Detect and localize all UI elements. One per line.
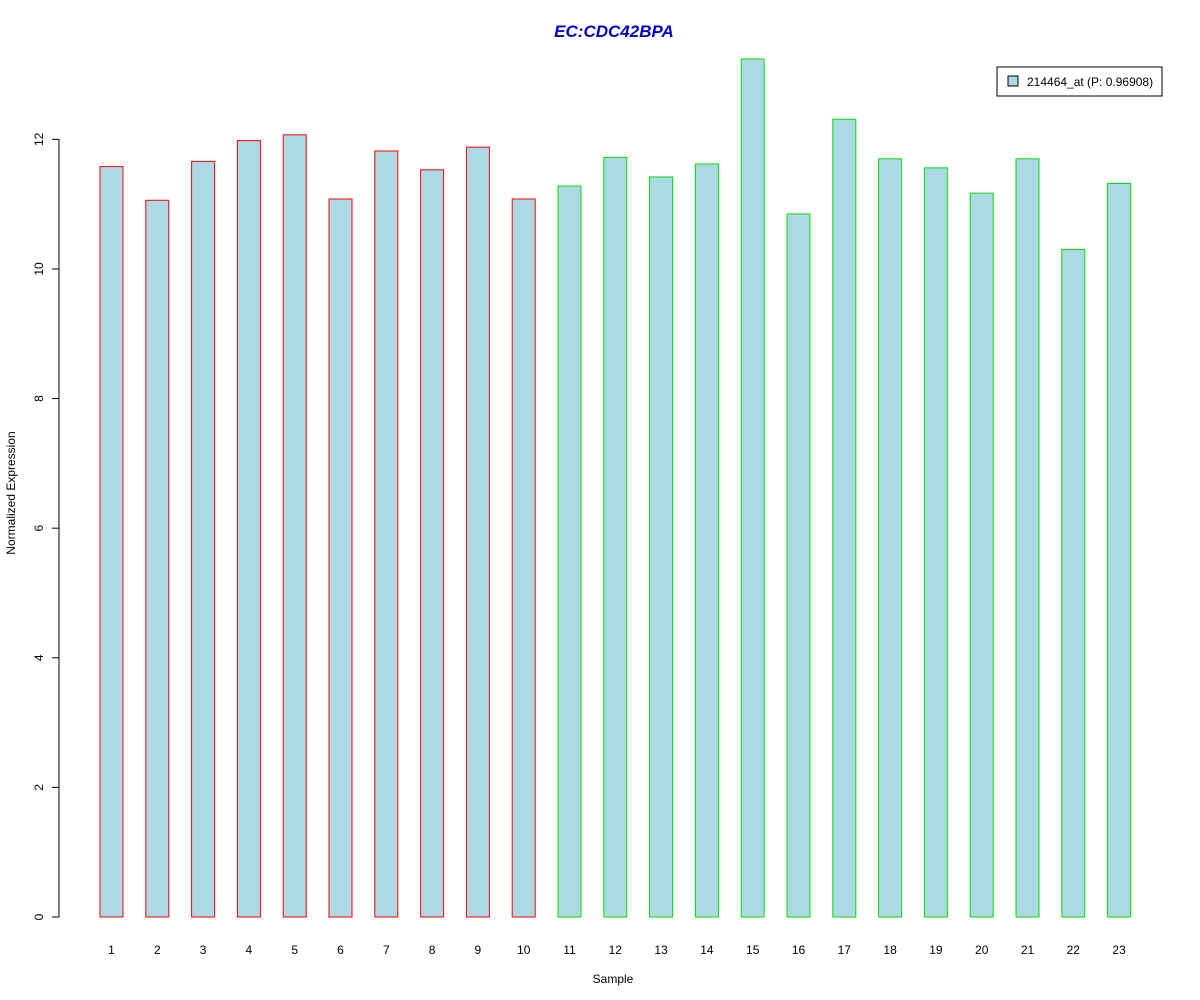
bar — [603, 157, 628, 918]
bar — [649, 176, 674, 918]
x-tick-label: 22 — [1067, 943, 1081, 957]
bar — [374, 150, 399, 918]
bar — [740, 58, 765, 918]
legend-box — [996, 66, 1163, 97]
y-tick-label: 10 — [32, 262, 46, 276]
y-tick-label: 12 — [32, 132, 46, 146]
bar — [465, 146, 490, 918]
x-tick-label: 19 — [929, 943, 943, 957]
x-tick-label: 3 — [200, 943, 207, 957]
bar — [99, 166, 124, 918]
x-tick-label: 1 — [108, 943, 115, 957]
y-tick-label: 4 — [32, 654, 46, 661]
bar — [694, 163, 719, 918]
x-tick-labels: 1 2 3 4 5 6 7 8 9 10 11 12 13 14 15 16 17 18 19 20 21 22 23 — [108, 943, 1126, 957]
bar — [1107, 182, 1132, 918]
x-axis-label: Sample — [593, 972, 634, 986]
y-axis-label: Normalized Expression — [4, 431, 18, 554]
y-tick-label: 8 — [32, 395, 46, 402]
bar — [420, 169, 445, 918]
y-tick-label: 0 — [32, 913, 46, 920]
legend: 214464_at (P: 0.96908) — [996, 66, 1163, 97]
x-tick-label: 8 — [429, 943, 436, 957]
x-tick-label: 16 — [792, 943, 806, 957]
bar — [1015, 158, 1040, 918]
bar — [511, 198, 536, 918]
x-tick-label: 18 — [883, 943, 897, 957]
y-ticks: 0 2 4 6 8 10 12 — [32, 132, 59, 920]
y-axis: 0 2 4 6 8 10 12 Normalized Expression — [4, 132, 60, 920]
bar — [236, 140, 261, 918]
x-tick-label: 15 — [746, 943, 760, 957]
x-tick-label: 14 — [700, 943, 714, 957]
x-tick-label: 5 — [291, 943, 298, 957]
bar — [328, 198, 353, 918]
bar — [1061, 249, 1086, 918]
bar — [145, 199, 170, 918]
x-tick-label: 23 — [1112, 943, 1126, 957]
x-tick-label: 7 — [383, 943, 390, 957]
bar — [191, 160, 216, 918]
x-tick-label: 6 — [337, 943, 344, 957]
x-tick-label: 12 — [609, 943, 623, 957]
bar — [557, 185, 582, 918]
bar — [832, 118, 857, 918]
y-tick-label: 6 — [32, 525, 46, 532]
x-tick-label: 4 — [246, 943, 253, 957]
y-tick-label: 2 — [32, 784, 46, 791]
bars — [99, 58, 1132, 918]
bar — [786, 213, 811, 918]
x-tick-label: 17 — [838, 943, 852, 957]
bar — [282, 134, 307, 918]
bar — [969, 192, 994, 918]
x-tick-label: 2 — [154, 943, 161, 957]
bar — [923, 167, 948, 918]
x-tick-label: 10 — [517, 943, 531, 957]
legend-label: 214464_at (P: 0.96908) — [1027, 75, 1153, 89]
x-tick-label: 11 — [563, 943, 576, 957]
chart-title: EC:CDC42BPA — [554, 22, 674, 41]
legend-swatch — [1007, 75, 1019, 87]
x-tick-label: 21 — [1021, 943, 1035, 957]
bar — [878, 158, 903, 918]
x-tick-label: 13 — [654, 943, 668, 957]
x-tick-label: 20 — [975, 943, 989, 957]
x-tick-label: 9 — [475, 943, 482, 957]
